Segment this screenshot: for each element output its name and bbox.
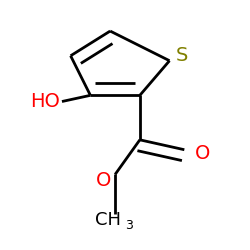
Text: CH: CH: [95, 211, 121, 229]
Text: S: S: [176, 46, 188, 65]
Text: 3: 3: [125, 218, 133, 232]
Text: O: O: [96, 171, 112, 190]
Text: O: O: [195, 144, 210, 163]
Text: HO: HO: [30, 92, 60, 111]
